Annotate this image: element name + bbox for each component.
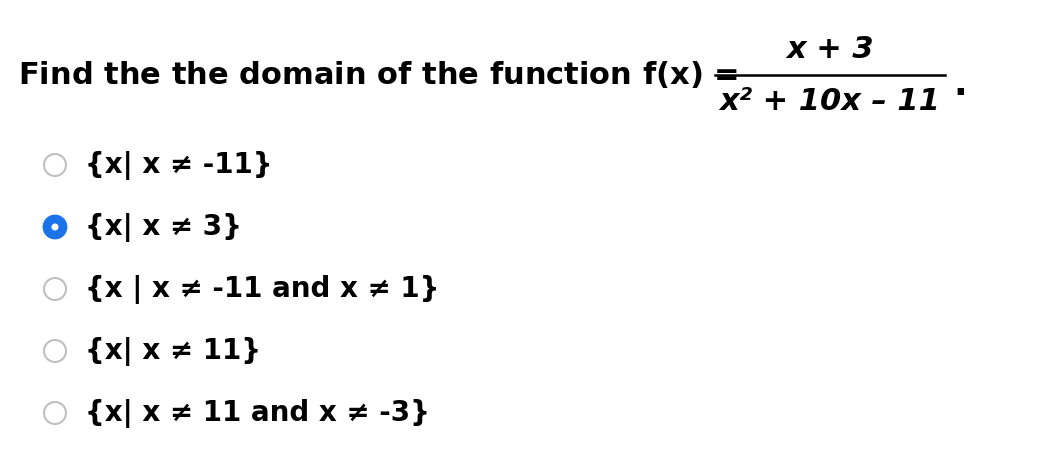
Text: .: . [953, 68, 966, 102]
Circle shape [44, 402, 66, 424]
Circle shape [44, 154, 66, 176]
Circle shape [44, 278, 66, 300]
Text: {x| x ≠ -11}: {x| x ≠ -11} [85, 150, 272, 180]
Text: x² + 10x – 11: x² + 10x – 11 [719, 86, 941, 116]
Circle shape [51, 223, 59, 230]
Text: {x | x ≠ -11 and x ≠ 1}: {x | x ≠ -11 and x ≠ 1} [85, 274, 439, 304]
Text: x + 3: x + 3 [786, 34, 874, 63]
Text: {x| x ≠ 3}: {x| x ≠ 3} [85, 212, 242, 242]
Text: {x| x ≠ 11 and x ≠ -3}: {x| x ≠ 11 and x ≠ -3} [85, 399, 430, 428]
Text: Find the the domain of the function $\mathbf{f(x)}$ =: Find the the domain of the function $\ma… [18, 60, 738, 91]
Circle shape [44, 340, 66, 362]
Text: {x| x ≠ 11}: {x| x ≠ 11} [85, 337, 261, 366]
Circle shape [44, 216, 66, 238]
